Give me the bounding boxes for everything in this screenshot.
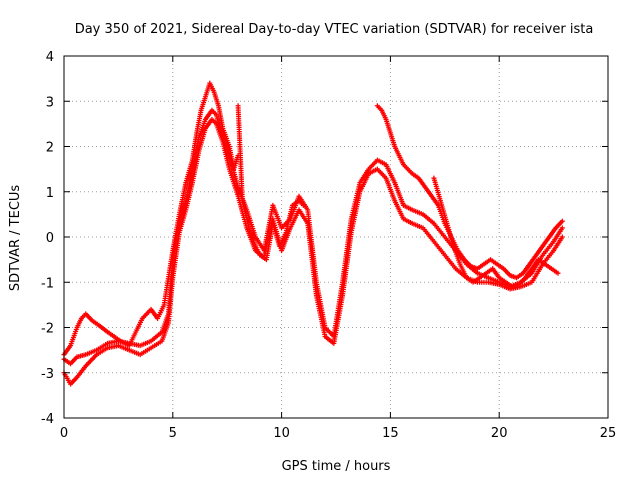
x-tick-label: 15 xyxy=(382,426,399,441)
data-point xyxy=(559,234,565,240)
data-series xyxy=(61,80,565,387)
y-tick-label: 1 xyxy=(46,186,54,201)
y-tick-label: -3 xyxy=(41,367,54,382)
grid xyxy=(64,56,608,418)
data-point xyxy=(555,270,561,276)
y-tick-label: -4 xyxy=(41,412,54,427)
y-tick-label: 3 xyxy=(46,95,54,110)
ticks: 0 5 10 15 20 25 -4 -3 -2 -1 0 1 2 3 4 xyxy=(41,50,616,441)
y-tick-label: -2 xyxy=(41,322,54,337)
y-tick-label: 0 xyxy=(46,231,54,246)
y-tick-label: -1 xyxy=(41,276,54,291)
data-point xyxy=(559,225,565,231)
x-tick-label: 10 xyxy=(273,426,290,441)
y-tick-label: 4 xyxy=(46,50,54,65)
x-tick-label: 25 xyxy=(600,426,617,441)
data-point xyxy=(559,218,565,224)
data-point xyxy=(300,202,306,208)
y-tick-label: 2 xyxy=(46,141,54,156)
x-tick-label: 0 xyxy=(60,426,68,441)
x-axis-label: GPS time / hours xyxy=(282,459,391,474)
x-tick-label: 5 xyxy=(169,426,177,441)
y-axis-label: SDTVAR / TECUs xyxy=(8,185,23,292)
x-tick-label: 20 xyxy=(491,426,508,441)
chart-title: Day 350 of 2021, Sidereal Day-to-day VTE… xyxy=(75,22,594,37)
